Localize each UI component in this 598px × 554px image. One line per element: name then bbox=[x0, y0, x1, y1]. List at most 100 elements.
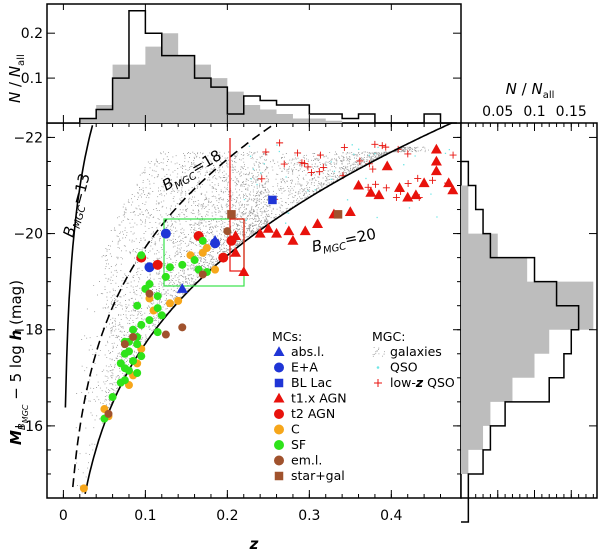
mc-circle bbox=[274, 440, 284, 450]
legend-mc-label: t2 AGN bbox=[291, 406, 335, 421]
y-axis-label: MBMGC − 5 log h (mag) bbox=[7, 280, 30, 445]
mc-circle bbox=[210, 238, 221, 249]
mc-triangle bbox=[299, 225, 311, 236]
lowz-qso-plus bbox=[382, 184, 390, 192]
legend-mc-label: star+gal bbox=[291, 468, 345, 483]
mc-triangle bbox=[344, 206, 356, 216]
curve-b13 bbox=[64, 125, 94, 408]
lowz-qso-plus bbox=[280, 160, 288, 168]
mc-circle bbox=[120, 349, 129, 358]
lowz-qso-plus bbox=[364, 183, 372, 191]
mc-circle bbox=[133, 340, 142, 349]
right-x-axis-label: N / Nall bbox=[506, 80, 555, 101]
mc-circle bbox=[153, 328, 162, 337]
mc-circle bbox=[274, 362, 284, 373]
mc-markers bbox=[79, 143, 459, 493]
top-histogram bbox=[79, 9, 457, 124]
legend-mc-title: MCs: bbox=[272, 329, 302, 344]
lowz-qso-plus bbox=[414, 174, 422, 182]
right-histogram bbox=[461, 160, 594, 523]
lowz-qso-plus bbox=[304, 163, 312, 171]
mc-circle bbox=[129, 325, 138, 334]
lowz-qso-plus bbox=[378, 142, 386, 150]
lowz-qso-plus bbox=[319, 163, 327, 171]
x-tick-label: 0.3 bbox=[298, 508, 320, 524]
lowz-qso-plus bbox=[258, 175, 266, 183]
legend-mc-label: BL Lac bbox=[291, 375, 332, 390]
mc-triangle bbox=[254, 227, 266, 238]
lowz-qso-plus bbox=[372, 180, 380, 188]
mc-square bbox=[333, 210, 343, 219]
mc-triangle bbox=[283, 225, 295, 236]
lowz-qso-plus bbox=[449, 151, 457, 159]
mc-square bbox=[274, 378, 284, 388]
y-tick-label: −20 bbox=[13, 227, 43, 243]
selection-boxes bbox=[163, 138, 245, 287]
mc-circle bbox=[153, 292, 162, 301]
mc-circle bbox=[198, 270, 207, 279]
mc-circle bbox=[129, 332, 138, 341]
mc-circle bbox=[226, 235, 237, 246]
mc-circle bbox=[157, 311, 166, 320]
right-hist-mgc bbox=[461, 161, 594, 523]
lowz-qso-plus bbox=[276, 139, 284, 147]
mc-circle bbox=[165, 263, 174, 272]
mc-square bbox=[268, 195, 277, 205]
top-hist-mc bbox=[79, 9, 457, 124]
mc-circle bbox=[190, 256, 199, 265]
mc-circle bbox=[161, 272, 170, 281]
top-y-axis-label: N / Nall bbox=[6, 54, 27, 103]
mc-triangle bbox=[273, 392, 285, 403]
lowz-qso-plus bbox=[429, 176, 437, 184]
mc-triangle bbox=[365, 186, 377, 197]
mc-circle bbox=[116, 378, 125, 387]
lowz-qso-plus bbox=[404, 150, 412, 158]
mc-circle bbox=[137, 251, 146, 260]
mc-circle bbox=[274, 424, 284, 435]
mc-triangle bbox=[394, 182, 406, 192]
lowz-qso-plus bbox=[382, 143, 390, 151]
mc-circle bbox=[178, 323, 187, 332]
lowz-qso-plus bbox=[307, 169, 315, 177]
legend-lowz-swatch bbox=[374, 379, 382, 387]
mc-square bbox=[227, 210, 236, 219]
x-axis-label: z bbox=[249, 535, 259, 553]
mc-circle bbox=[152, 259, 163, 270]
mc-triangle bbox=[381, 160, 393, 171]
top-y-tick-label: 0.2 bbox=[21, 26, 43, 42]
mc-circle bbox=[211, 265, 220, 274]
legend-mgc-label: galaxies bbox=[390, 344, 442, 359]
mc-circle bbox=[120, 340, 129, 349]
mc-circle bbox=[108, 393, 117, 402]
mc-triangle bbox=[262, 223, 274, 233]
right-x-tick-label: 0.15 bbox=[556, 104, 587, 120]
mc-triangle bbox=[373, 189, 385, 200]
mc-triangle bbox=[176, 283, 188, 293]
lowz-qso-plus bbox=[404, 179, 412, 187]
legend-mgc-label: QSO bbox=[390, 360, 418, 375]
top-y-tick-label: 0.1 bbox=[21, 71, 43, 87]
curve-b18 bbox=[72, 122, 277, 488]
legend-galaxies-swatch bbox=[372, 347, 385, 357]
mc-circle bbox=[160, 228, 171, 239]
x-tick-label: 0.1 bbox=[134, 508, 156, 524]
legend-mc-label: SF bbox=[291, 437, 306, 452]
mc-circle bbox=[218, 252, 229, 263]
mc-triangle bbox=[430, 143, 442, 154]
mc-triangle bbox=[430, 155, 442, 166]
x-tick-label: 0.4 bbox=[380, 508, 402, 524]
legend-mgc-title: MGC: bbox=[372, 329, 405, 344]
lowz-qso-plus bbox=[294, 149, 302, 157]
mc-circle bbox=[129, 356, 138, 365]
mc-square bbox=[274, 471, 284, 481]
x-tick-label: 0 bbox=[59, 508, 68, 524]
mc-circle bbox=[165, 299, 174, 308]
lowz-qso-plus bbox=[300, 159, 308, 167]
lowz-qso-plus bbox=[392, 193, 400, 201]
mc-triangle bbox=[410, 189, 422, 200]
mc-circle bbox=[274, 455, 284, 466]
mc-triangle bbox=[430, 165, 442, 176]
mc-triangle bbox=[418, 177, 430, 188]
mc-circle bbox=[153, 304, 162, 313]
